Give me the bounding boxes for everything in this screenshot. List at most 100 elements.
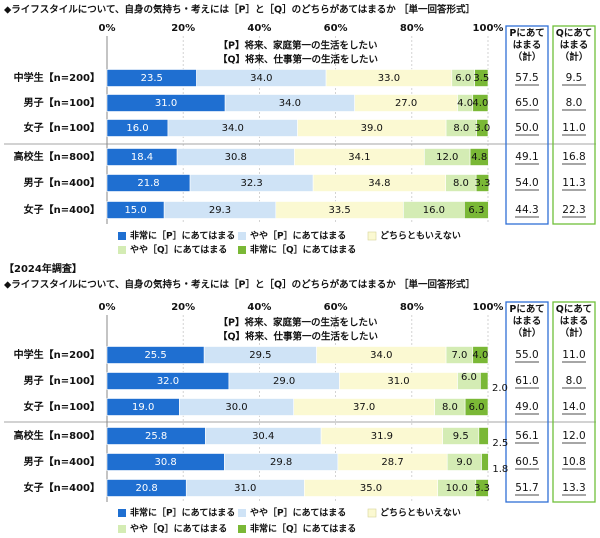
legend-swatch	[238, 232, 246, 240]
x-tick-label: 0%	[99, 23, 116, 34]
bar-value-label: 27.0	[395, 98, 417, 109]
summary-p-value: 65.0	[515, 97, 538, 109]
legend-item: やや［Q］にあてはまる	[118, 244, 227, 256]
summary-q-value: 9.5	[566, 72, 583, 84]
bar-value-label: 32.0	[157, 376, 179, 387]
bar-row: 高校生【n=800】 18.4 30.8 34.1 12.0 4.8 49.1 16.8	[14, 148, 586, 166]
legend-item: 非常に［Q］にあてはまる	[238, 244, 356, 256]
x-tick-label: 80%	[400, 302, 424, 313]
bar-segment	[475, 174, 490, 192]
bar-row: 女子【n=400】 15.0 29.3 33.5 16.0 6.3 44.3 22.3	[24, 201, 586, 219]
legend-item: やや［P］にあてはまる	[238, 230, 346, 242]
legend-label: 非常に［Q］にあてはまる	[250, 523, 356, 535]
summary-p-value: 55.0	[515, 349, 538, 361]
summary-q-box	[552, 301, 596, 503]
x-tick-label: 0%	[99, 302, 116, 313]
summary-q-value: 13.3	[562, 482, 585, 494]
legend-label: やや［P］にあてはまる	[250, 507, 346, 519]
chart-title: ◆ライフスタイルについて、自身の気持ち・考えには［P］と［Q］のどちらがあてはま…	[4, 279, 475, 291]
category-label: 男子【n=100】	[24, 374, 100, 387]
legend-swatch	[238, 525, 246, 533]
bar-value-label: 3.3	[475, 178, 491, 189]
bar-row: 男子【n=400】 30.8 29.8 28.7 9.0 1.8 60.5 10.8	[24, 453, 586, 475]
x-tick-label: 20%	[171, 23, 195, 34]
legend-swatch	[118, 232, 126, 240]
bar-value-label: 1.8	[492, 464, 508, 475]
bar-value-label: 19.0	[132, 402, 154, 413]
bar-value-label: 16.0	[423, 205, 445, 216]
bar-value-label: 8.0	[453, 178, 469, 189]
legend-label: 非常に［Q］にあてはまる	[250, 244, 356, 256]
bar-value-label: 7.0	[451, 350, 467, 361]
bar-value-label: 39.0	[361, 123, 383, 134]
summary-q-value: 16.8	[562, 151, 585, 163]
summary-p-value: 56.1	[515, 430, 538, 442]
legend-swatch	[238, 509, 246, 517]
legend-label: 非常に［P］にあてはまる	[130, 230, 235, 242]
bar-value-label: 34.0	[250, 73, 272, 84]
legend-item: 非常に［P］にあてはまる	[118, 507, 235, 519]
x-tick-label: 40%	[247, 302, 271, 313]
category-label: 男子【n=400】	[24, 455, 100, 468]
bar-value-label: 4.8	[471, 152, 487, 163]
summary-p-value: 60.5	[515, 456, 538, 468]
x-tick-label: 40%	[247, 23, 271, 34]
summary-q-header: Qにあてはまる（計）	[556, 303, 592, 339]
chart-title: ◆ライフスタイルについて、自身の気持ち・考えには［P］と［Q］のどちらがあてはま…	[4, 4, 475, 16]
bar-row: 中学生【n=200】 23.5 34.0 33.0 6.0 3.5 57.5 9.5	[14, 69, 586, 87]
legend-swatch	[118, 246, 126, 254]
summary-q-value: 12.0	[562, 430, 585, 442]
summary-q-value: 8.0	[566, 97, 583, 109]
category-label: 男子【n=100】	[24, 96, 100, 109]
category-label: 中学生【n=200】	[14, 71, 100, 84]
bar-value-label: 8.0	[442, 402, 458, 413]
bar-segment	[478, 427, 489, 445]
legend-item: どちらともいえない	[367, 230, 461, 242]
bar-value-label: 29.3	[209, 205, 231, 216]
category-label: 女子【n=100】	[24, 121, 100, 134]
summary-p-value: 57.5	[515, 72, 538, 84]
category-label: 高校生【n=800】	[14, 429, 100, 442]
bar-segment	[472, 94, 489, 112]
summary-p-value: 50.0	[515, 122, 538, 134]
bar-value-label: 10.0	[446, 483, 468, 494]
summary-p-value: 49.1	[515, 151, 538, 163]
bar-value-label: 30.0	[225, 402, 247, 413]
bar-value-label: 6.0	[461, 372, 477, 383]
bar-segment	[476, 119, 489, 137]
category-label: 男子【n=400】	[24, 176, 100, 189]
bar-row: 女子【n=100】 19.0 30.0 37.0 8.0 6.0 49.0 14.0	[24, 398, 586, 416]
bar-value-label: 34.0	[370, 350, 392, 361]
bar-value-label: 35.0	[360, 483, 382, 494]
bar-value-label: 2.5	[492, 438, 508, 449]
x-tick-label: 20%	[171, 302, 195, 313]
summary-p-value: 54.0	[515, 177, 538, 189]
legend-item: 非常に［Q］にあてはまる	[238, 523, 356, 535]
summary-p-header: Pにあてはまる（計）	[509, 27, 544, 63]
bar-value-label: 32.3	[240, 178, 262, 189]
summary-q-header: Qにあてはまる（計）	[556, 27, 592, 63]
bar-value-label: 31.9	[371, 431, 393, 442]
bar-segment	[464, 398, 489, 416]
category-label: 女子【n=100】	[24, 400, 100, 413]
bar-segment	[469, 148, 489, 166]
bar-value-label: 16.0	[126, 123, 148, 134]
bar-value-label: 29.5	[249, 350, 271, 361]
x-tick-label: 100%	[473, 302, 504, 313]
bar-value-label: 25.8	[145, 431, 167, 442]
legend-label: 非常に［P］にあてはまる	[130, 507, 235, 519]
chart-panel-1: ◆ライフスタイルについて、自身の気持ち・考えには［P］と［Q］のどちらがあてはま…	[4, 4, 596, 256]
bar-value-label: 2.0	[492, 383, 508, 394]
legend-item: どちらともいえない	[367, 507, 461, 519]
chart-panel-2: 【2024年調査】 ◆ライフスタイルについて、自身の気持ち・考えには［P］と［Q］…	[4, 262, 596, 535]
bar-value-label: 34.8	[368, 178, 390, 189]
summary-q-value: 8.0	[566, 375, 583, 387]
bar-value-label: 4.0	[457, 98, 473, 109]
legend-swatch	[118, 525, 126, 533]
legend-label: やや［Q］にあてはまる	[130, 244, 227, 256]
bar-value-label: 9.5	[453, 431, 469, 442]
bar-value-label: 34.0	[222, 123, 244, 134]
bar-value-label: 31.0	[155, 98, 177, 109]
bar-value-label: 30.8	[225, 152, 247, 163]
